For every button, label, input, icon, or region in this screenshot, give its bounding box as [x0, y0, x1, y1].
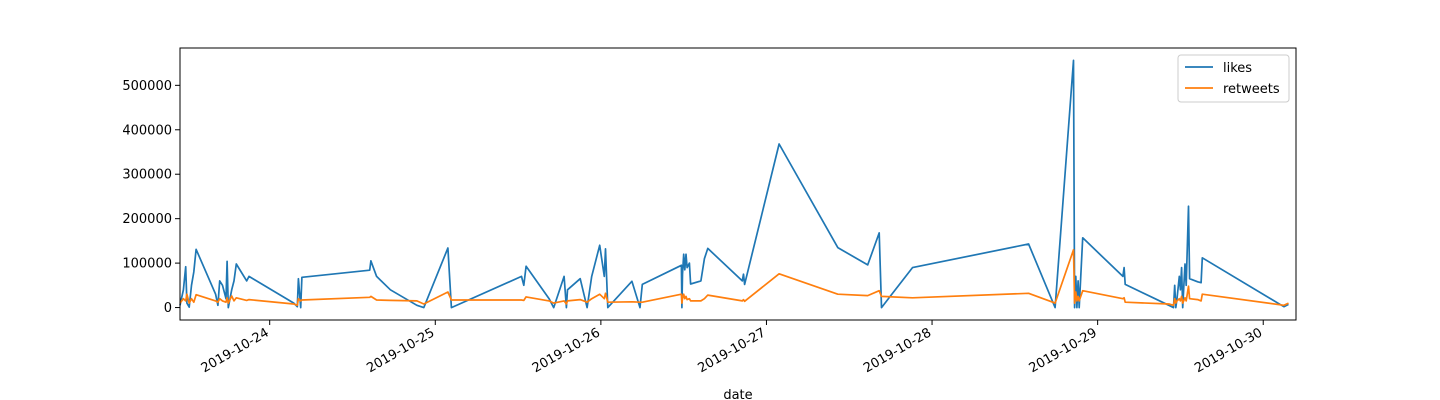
y-tick-label: 300000 [122, 168, 172, 183]
legend-label-retweets: retweets [1223, 82, 1280, 97]
legend: likes retweets [1177, 54, 1290, 103]
y-tick-label: 200000 [122, 212, 172, 227]
x-axis-title: date [723, 388, 752, 400]
y-tick-label: 0 [164, 301, 172, 316]
legend-label-likes: likes [1223, 61, 1252, 76]
plot-frame [179, 47, 1297, 321]
series-layer [179, 59, 1289, 309]
y-tick-label: 500000 [122, 79, 172, 94]
y-axis: 0 100000 200000 300000 400000 500000 [122, 79, 180, 316]
y-tick-label: 400000 [122, 123, 172, 138]
series-line-retweets [179, 248, 1289, 307]
y-tick-label: 100000 [122, 257, 172, 272]
series-line-likes [179, 59, 1289, 309]
